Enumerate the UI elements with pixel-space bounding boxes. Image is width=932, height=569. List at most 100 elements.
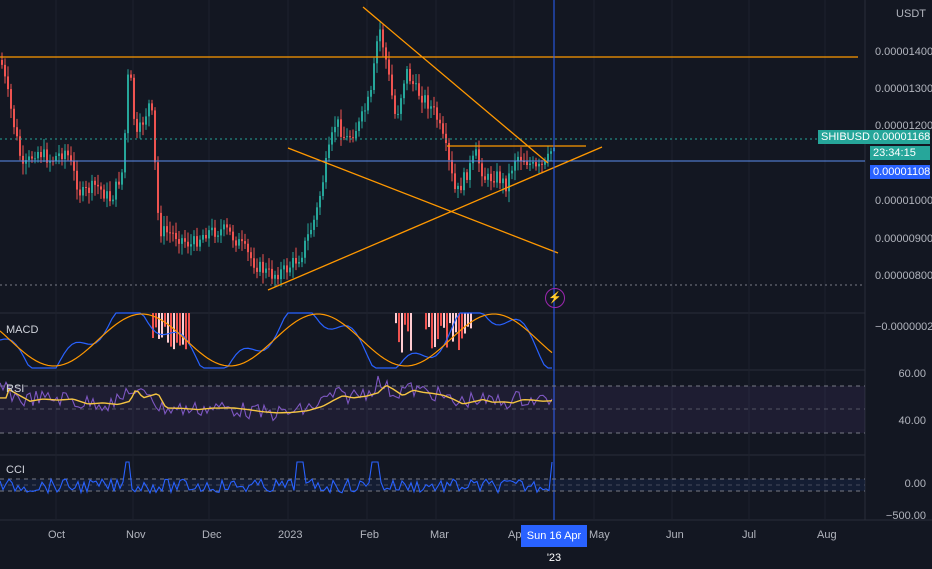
candle-body — [499, 171, 501, 184]
candle-body — [289, 267, 291, 273]
candle-body — [88, 187, 90, 193]
price-tick: 0.00000800 — [875, 270, 932, 282]
candle-body — [538, 163, 540, 167]
candle-body — [115, 181, 117, 200]
month-label: Oct — [48, 529, 66, 541]
chart-svg[interactable] — [0, 0, 932, 550]
candle-body — [397, 113, 399, 115]
macd-tick: −0.00000020 — [875, 321, 932, 333]
macd-bar — [434, 313, 436, 348]
candle-body — [376, 41, 378, 64]
candle-body — [370, 90, 372, 97]
lower-trendline[interactable] — [267, 146, 603, 291]
last-price-badge: 0.00001168 — [870, 130, 930, 144]
candle-body — [28, 156, 30, 161]
candle-body — [49, 160, 51, 163]
macd-histogram — [152, 313, 472, 353]
candle-body — [493, 181, 495, 183]
candle-body — [550, 151, 552, 154]
rsi-ma-line — [0, 384, 553, 414]
candle-body — [328, 144, 330, 159]
candle-body — [94, 180, 96, 185]
candle-body — [97, 184, 99, 187]
candle-body — [502, 178, 504, 184]
candle-body — [466, 172, 468, 180]
candle-body — [148, 103, 150, 117]
candle-body — [214, 227, 216, 237]
candle-body — [7, 76, 9, 90]
macd-bar — [164, 313, 166, 327]
candle-body — [262, 261, 264, 273]
candle-body — [154, 110, 156, 163]
candle-body — [385, 47, 387, 60]
upper-trendline[interactable] — [362, 6, 549, 164]
candle-body — [151, 103, 153, 111]
candle-body — [475, 149, 477, 156]
rsi-title: RSI — [6, 383, 25, 395]
candle-body — [238, 239, 240, 246]
candle-body — [439, 119, 441, 124]
candle-body — [178, 239, 180, 244]
candle-body — [103, 189, 105, 199]
candle-body — [19, 136, 21, 156]
macd-bar — [161, 313, 163, 338]
candle-body — [268, 268, 270, 270]
candle-body — [127, 74, 129, 134]
candle-body — [85, 187, 87, 189]
symbol-badge[interactable]: SHIBUSDT — [818, 130, 880, 144]
candle-body — [136, 118, 138, 132]
candle-body — [508, 173, 510, 192]
macd-bar — [185, 313, 187, 350]
price-tick: 0.00001300 — [875, 83, 932, 95]
candle-body — [529, 163, 531, 166]
candle-body — [139, 122, 141, 132]
candle-body — [250, 252, 252, 259]
candle-body — [4, 64, 6, 77]
cci-tick: 0.00 — [904, 478, 926, 490]
macd-bar — [437, 313, 439, 340]
candle-body — [433, 106, 435, 108]
candle-body — [412, 81, 414, 84]
candle-body — [517, 156, 519, 161]
candle-body — [442, 123, 444, 134]
candle-body — [64, 150, 66, 160]
descending-channel-line[interactable] — [287, 147, 559, 254]
candle-body — [232, 231, 234, 241]
candle-body — [469, 163, 471, 180]
candle-body — [460, 185, 462, 191]
candle-body — [82, 187, 84, 196]
candle-body — [403, 83, 405, 99]
lightning-icon[interactable]: ⚡ — [545, 288, 565, 308]
macd-bar — [176, 313, 178, 343]
candle-body — [277, 274, 279, 280]
macd-bar — [401, 313, 403, 353]
currency-label: USDT — [896, 8, 926, 20]
candle-body — [436, 107, 438, 120]
candle-body — [481, 163, 483, 177]
macd-bar — [449, 313, 451, 324]
candle-body — [361, 111, 363, 122]
macd-bar — [428, 313, 430, 328]
rsi-tick: 60.00 — [898, 368, 926, 380]
crosshair-date-label: Sun 16 Apr '23 — [521, 525, 587, 564]
candle-body — [463, 172, 465, 191]
macd-bar — [464, 313, 466, 334]
month-label: Nov — [126, 529, 146, 541]
macd-bar — [395, 313, 397, 324]
candle-body — [364, 110, 366, 112]
candle-body — [160, 212, 162, 237]
macd-title: MACD — [6, 324, 39, 336]
macd-bar — [425, 313, 427, 330]
candle-body — [520, 156, 522, 162]
candle-body — [391, 74, 393, 96]
candle-body — [358, 121, 360, 132]
rsi-line — [0, 375, 553, 422]
candle-body — [283, 265, 285, 270]
candle-body — [487, 173, 489, 180]
candle-body — [43, 149, 45, 158]
candle-body — [343, 136, 345, 138]
candle-body — [448, 143, 450, 160]
candle-body — [13, 108, 15, 128]
candle-body — [445, 133, 447, 144]
